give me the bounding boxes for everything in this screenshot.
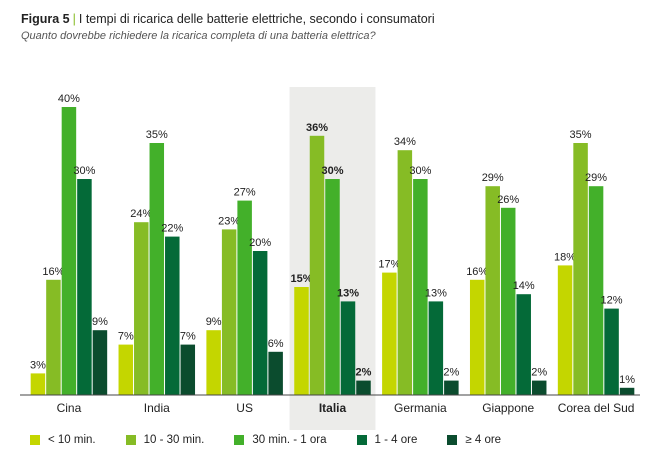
data-label: 2% (356, 367, 372, 379)
bar-india-3 (149, 143, 165, 395)
data-label: 3% (30, 359, 46, 371)
category-label: Germania (394, 401, 447, 415)
bar-giappone-3 (500, 207, 516, 395)
bar-us-3 (237, 200, 252, 395)
data-label: 34% (394, 136, 416, 148)
data-label: 40% (58, 93, 80, 105)
bar-giappone-5 (531, 380, 547, 395)
data-label: 16% (42, 266, 64, 278)
category-label: India (144, 401, 170, 415)
legend-label: ≥ 4 ore (465, 434, 502, 446)
bar-cina-3 (61, 107, 77, 395)
chart-legend: < 10 min. 10 - 30 min. 30 min. - 1 ora 1 - … (30, 434, 531, 446)
bar-corea-del-sud-5 (619, 387, 635, 395)
legend-item: < 10 min. (30, 434, 96, 446)
title-separator: | (72, 12, 76, 26)
bar-cina-4 (77, 179, 92, 395)
chart-title: Figura 5 | I tempi di ricarica delle batte… (21, 12, 435, 26)
category-label: Giappone (482, 401, 534, 415)
bar-italia-3 (325, 179, 340, 395)
data-label: 13% (337, 287, 359, 299)
category-label: Cina (57, 401, 82, 415)
data-label: 27% (234, 187, 256, 199)
legend-label: 1 - 4 ore (374, 434, 418, 446)
category-label: Italia (319, 401, 347, 415)
data-label: 18% (554, 251, 576, 263)
bar-us-2 (221, 229, 237, 395)
data-label: 16% (466, 266, 488, 278)
legend-label: 30 min. - 1 ora (252, 434, 327, 446)
bar-us-4 (252, 251, 268, 395)
data-label: 14% (513, 280, 535, 292)
legend-label: 10 - 30 min. (143, 434, 205, 446)
legend-swatch (356, 435, 367, 445)
data-label: 2% (531, 367, 547, 379)
legend-swatch (125, 435, 136, 445)
legend-swatch (30, 435, 40, 445)
bar-india-5 (180, 344, 196, 395)
data-label: 12% (601, 295, 623, 307)
bar-cina-1 (30, 373, 46, 395)
bar-india-1 (118, 344, 134, 395)
bar-corea-del-sud-2 (573, 143, 588, 395)
data-label: 29% (585, 172, 607, 184)
bar-corea-del-sud-1 (557, 265, 573, 395)
legend-item: 30 min. - 1 ora (234, 434, 327, 446)
legend-swatch (234, 435, 245, 445)
data-label: 30% (321, 165, 343, 177)
data-label: 29% (482, 172, 504, 184)
bar-us-1 (206, 330, 221, 395)
data-label: 17% (378, 259, 400, 271)
legend-swatch (447, 435, 458, 445)
bar-germania-1 (382, 272, 397, 395)
bar-india-4 (165, 236, 180, 395)
data-label: 7% (180, 331, 196, 343)
bar-cina-5 (92, 330, 108, 395)
data-label: 30% (73, 165, 95, 177)
data-label: 15% (290, 273, 312, 285)
bar-italia-2 (309, 135, 325, 396)
bar-chart: 3% 16% 40% 30% 9% Cina 7% 24% 35% 22% 7% India 9% 23%… (20, 87, 640, 430)
legend-item: 1 - 4 ore (356, 434, 418, 446)
legend-label: < 10 min. (48, 434, 96, 446)
data-label: 35% (570, 129, 592, 141)
bar-germania-2 (397, 150, 413, 395)
bar-giappone-1 (469, 279, 485, 395)
data-label: 35% (146, 129, 168, 141)
data-label: 13% (425, 287, 447, 299)
data-label: 20% (249, 237, 271, 249)
data-label: 9% (92, 316, 108, 328)
bar-corea-del-sud-3 (588, 186, 604, 395)
bar-italia-4 (340, 301, 356, 395)
bar-corea-del-sud-4 (604, 308, 619, 395)
data-label: 36% (306, 122, 328, 134)
bar-germania-5 (444, 380, 459, 395)
bar-india-2 (134, 222, 149, 395)
data-label: 22% (161, 223, 183, 235)
bar-italia-1 (294, 287, 309, 395)
figure-label: Figura 5 (21, 12, 70, 26)
bar-giappone-2 (485, 186, 500, 395)
legend-item: 10 - 30 min. (125, 434, 205, 446)
bar-us-5 (268, 351, 283, 395)
category-label: US (236, 401, 253, 415)
chart-subtitle: Quanto dovrebbe richiedere la ricarica c… (21, 30, 376, 42)
data-label: 24% (130, 208, 152, 220)
data-label: 9% (206, 316, 222, 328)
title-text: I tempi di ricarica delle batterie elett… (78, 12, 435, 26)
data-label: 1% (619, 374, 635, 386)
bar-italia-5 (356, 380, 371, 395)
category-label: Corea del Sud (558, 401, 635, 415)
data-label: 7% (118, 331, 134, 343)
legend-item: ≥ 4 ore (447, 434, 501, 446)
data-label: 23% (218, 215, 240, 227)
data-label: 2% (443, 367, 459, 379)
data-label: 30% (409, 165, 431, 177)
bar-germania-3 (413, 179, 428, 395)
bar-giappone-4 (516, 294, 531, 395)
bar-cina-2 (46, 279, 61, 395)
bar-germania-4 (428, 301, 444, 395)
data-label: 26% (497, 194, 519, 206)
data-label: 6% (268, 338, 284, 350)
